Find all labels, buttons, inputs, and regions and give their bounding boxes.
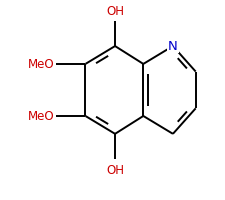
Text: OH: OH — [106, 5, 124, 18]
Text: MeO: MeO — [28, 58, 54, 71]
Text: OH: OH — [106, 163, 124, 176]
Text: MeO: MeO — [28, 110, 54, 123]
Text: N: N — [168, 39, 178, 52]
